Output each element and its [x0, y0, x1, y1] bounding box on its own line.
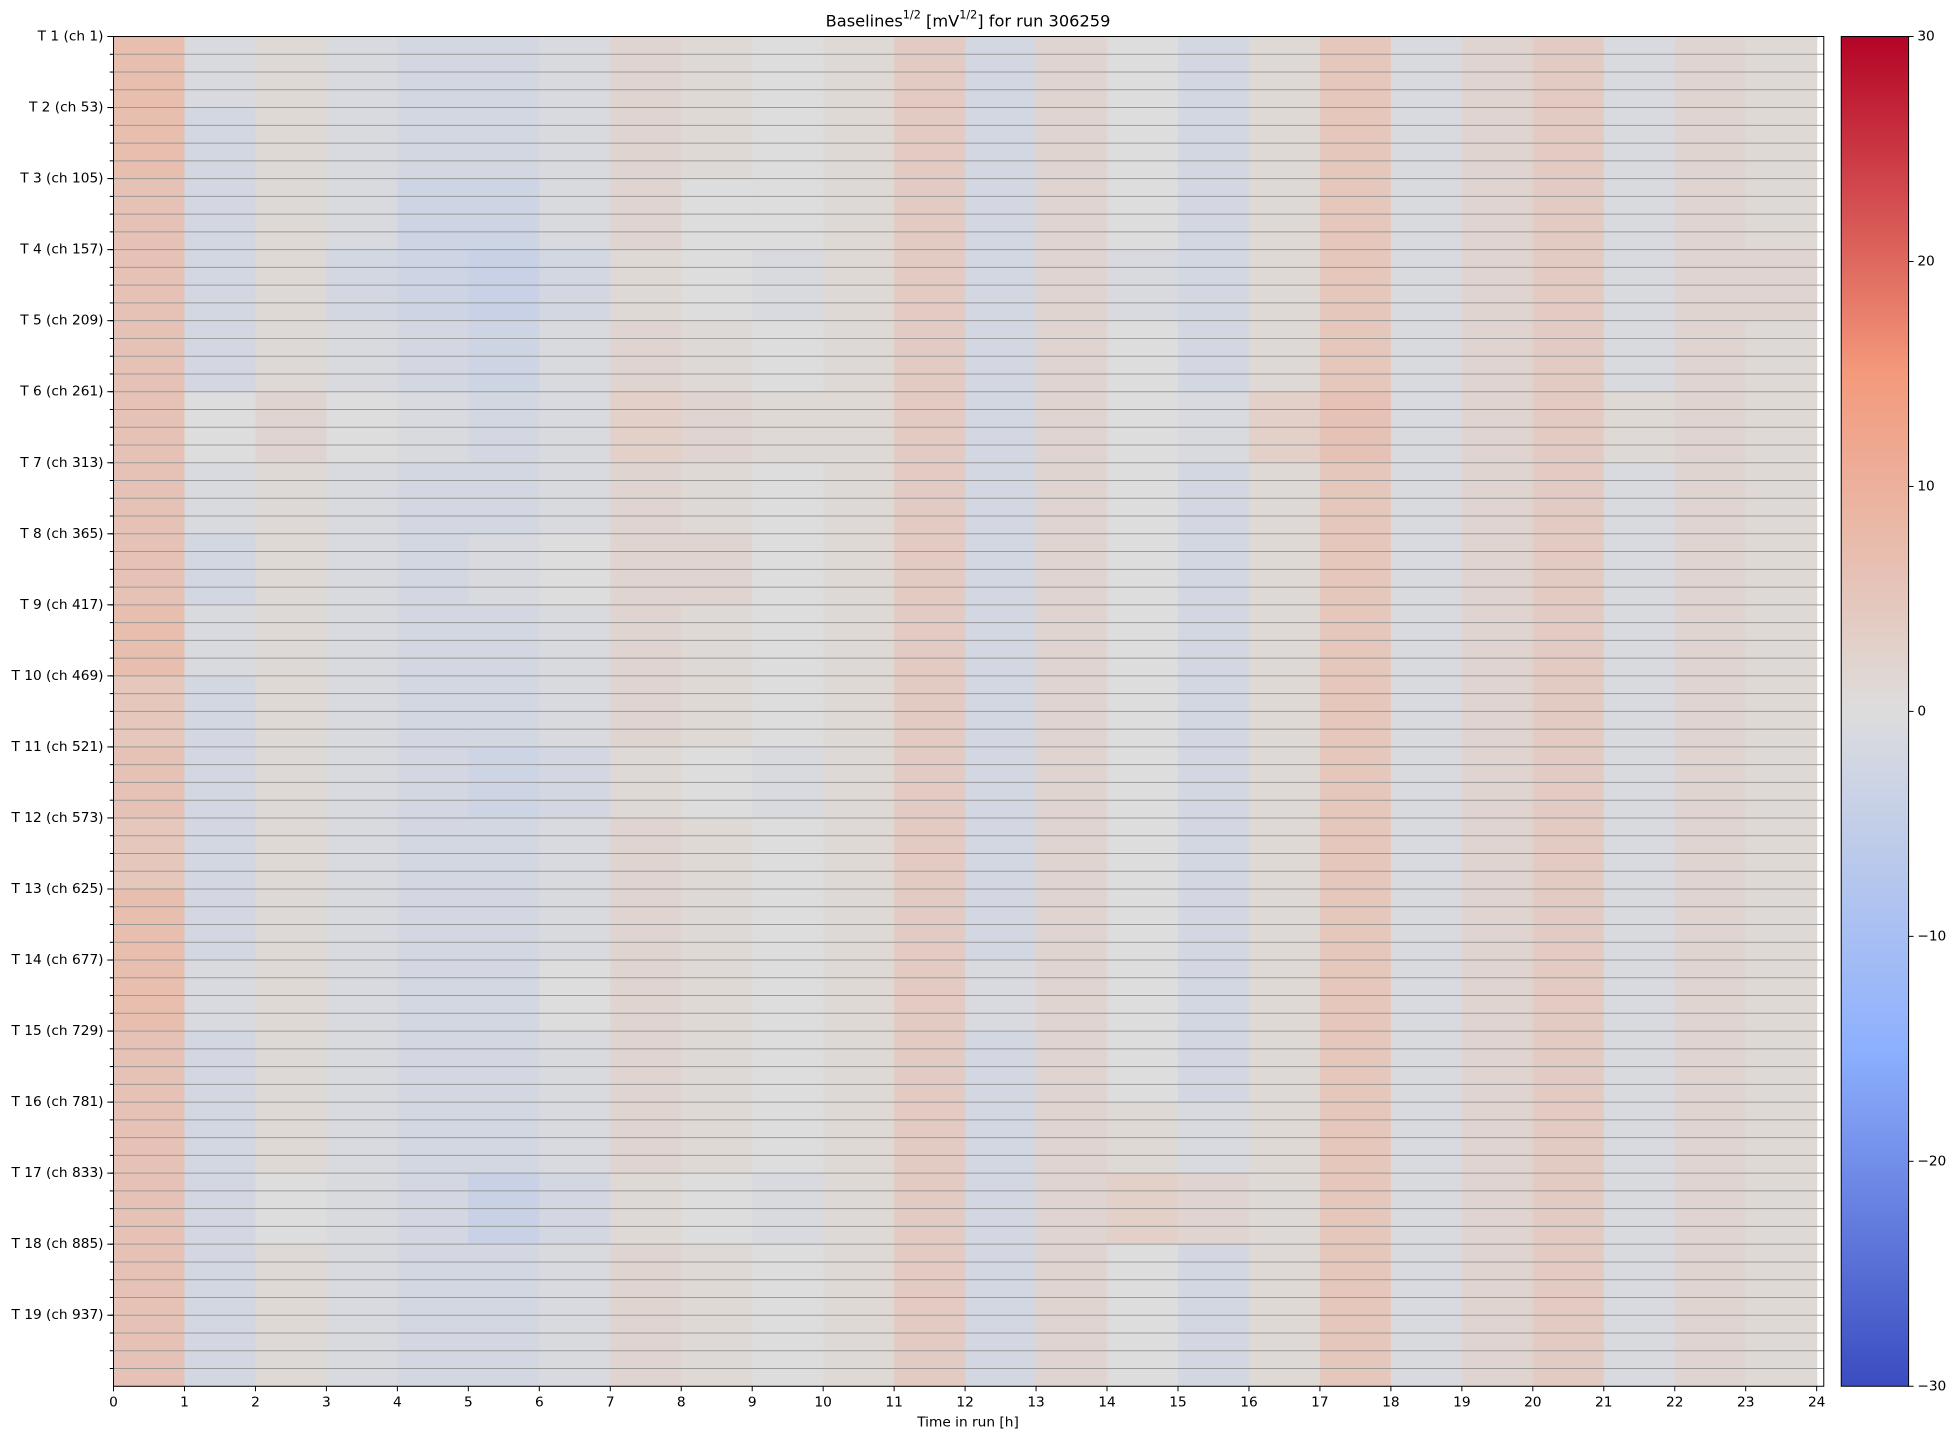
- colorbar-tick-label: 0: [1917, 703, 1926, 719]
- y-tick-label: T 18 (ch 885): [10, 1236, 103, 1252]
- x-tick-label: 2: [251, 1394, 260, 1410]
- x-tick-label: 10: [814, 1394, 831, 1410]
- x-tick-label: 0: [109, 1394, 118, 1410]
- y-tick-label: T 4 (ch 157): [19, 242, 103, 258]
- y-tick-label: T 16 (ch 781): [10, 1094, 103, 1110]
- colorbar-tick-label: −30: [1917, 1378, 1946, 1394]
- y-tick-label: T 5 (ch 209): [19, 313, 103, 329]
- title-part: [mV: [921, 11, 959, 30]
- y-tick-label: T 9 (ch 417): [19, 597, 103, 613]
- x-tick-label: 1: [180, 1394, 189, 1410]
- x-tick-label: 7: [606, 1394, 615, 1410]
- x-tick-label: 21: [1595, 1394, 1612, 1410]
- x-tick-label: 23: [1737, 1394, 1754, 1410]
- y-tick-label: T 12 (ch 573): [10, 810, 103, 826]
- y-tick-label: T 8 (ch 365): [19, 526, 103, 542]
- colorbar-tick-label: 20: [1917, 253, 1934, 269]
- colorbar: [1840, 36, 1910, 1387]
- x-tick-label: 22: [1666, 1394, 1683, 1410]
- x-tick-label: 13: [1027, 1394, 1044, 1410]
- x-axis-label: Time in run [h]: [916, 1414, 1019, 1430]
- x-tick-label: 17: [1311, 1394, 1328, 1410]
- x-tick-label: 3: [322, 1394, 331, 1410]
- plot-frame: [113, 36, 1825, 1387]
- x-tick-label: 15: [1169, 1394, 1186, 1410]
- x-tick-label: 19: [1453, 1394, 1470, 1410]
- y-tick-label: T 7 (ch 313): [19, 455, 103, 471]
- x-tick-label: 20: [1524, 1394, 1541, 1410]
- y-tick-label: T 19 (ch 937): [10, 1307, 103, 1323]
- y-tick-label: T 2 (ch 53): [28, 100, 104, 116]
- colorbar-tick-label: 30: [1917, 29, 1934, 45]
- y-tick-label: T 1 (ch 1): [37, 29, 104, 45]
- title-part: Baselines: [826, 11, 903, 30]
- x-tick-label: 9: [748, 1394, 757, 1410]
- x-tick-label: 18: [1382, 1394, 1399, 1410]
- y-tick-label: T 10 (ch 469): [10, 668, 103, 684]
- x-tick-label: 6: [535, 1394, 544, 1410]
- y-tick-label: T 15 (ch 729): [10, 1023, 103, 1039]
- colorbar-tick-label: −20: [1917, 1153, 1946, 1169]
- title-superscript: 1/2: [959, 8, 977, 21]
- x-tick-label: 4: [393, 1394, 402, 1410]
- x-tick-label: 11: [885, 1394, 902, 1410]
- y-tick-label: T 6 (ch 261): [19, 384, 103, 400]
- y-tick-label: T 14 (ch 677): [10, 952, 103, 968]
- y-tick-label: T 11 (ch 521): [10, 739, 103, 755]
- x-tick-label: 16: [1240, 1394, 1257, 1410]
- x-tick-label: 12: [956, 1394, 973, 1410]
- title-superscript: 1/2: [903, 8, 921, 21]
- colorbar-tick-label: 10: [1917, 478, 1934, 494]
- x-tick-label: 24: [1808, 1394, 1825, 1410]
- x-tick-label: 8: [677, 1394, 686, 1410]
- colorbar-tick-label: −10: [1917, 928, 1946, 944]
- chart-title: Baselines1/2 [mV1/2] for run 306259: [826, 8, 1111, 30]
- y-tick-label: T 3 (ch 105): [19, 171, 103, 187]
- y-tick-label: T 13 (ch 625): [10, 881, 103, 897]
- title-part: ] for run 306259: [977, 11, 1110, 30]
- x-tick-label: 14: [1098, 1394, 1115, 1410]
- y-tick-label: T 17 (ch 833): [10, 1165, 103, 1181]
- x-tick-label: 5: [464, 1394, 473, 1410]
